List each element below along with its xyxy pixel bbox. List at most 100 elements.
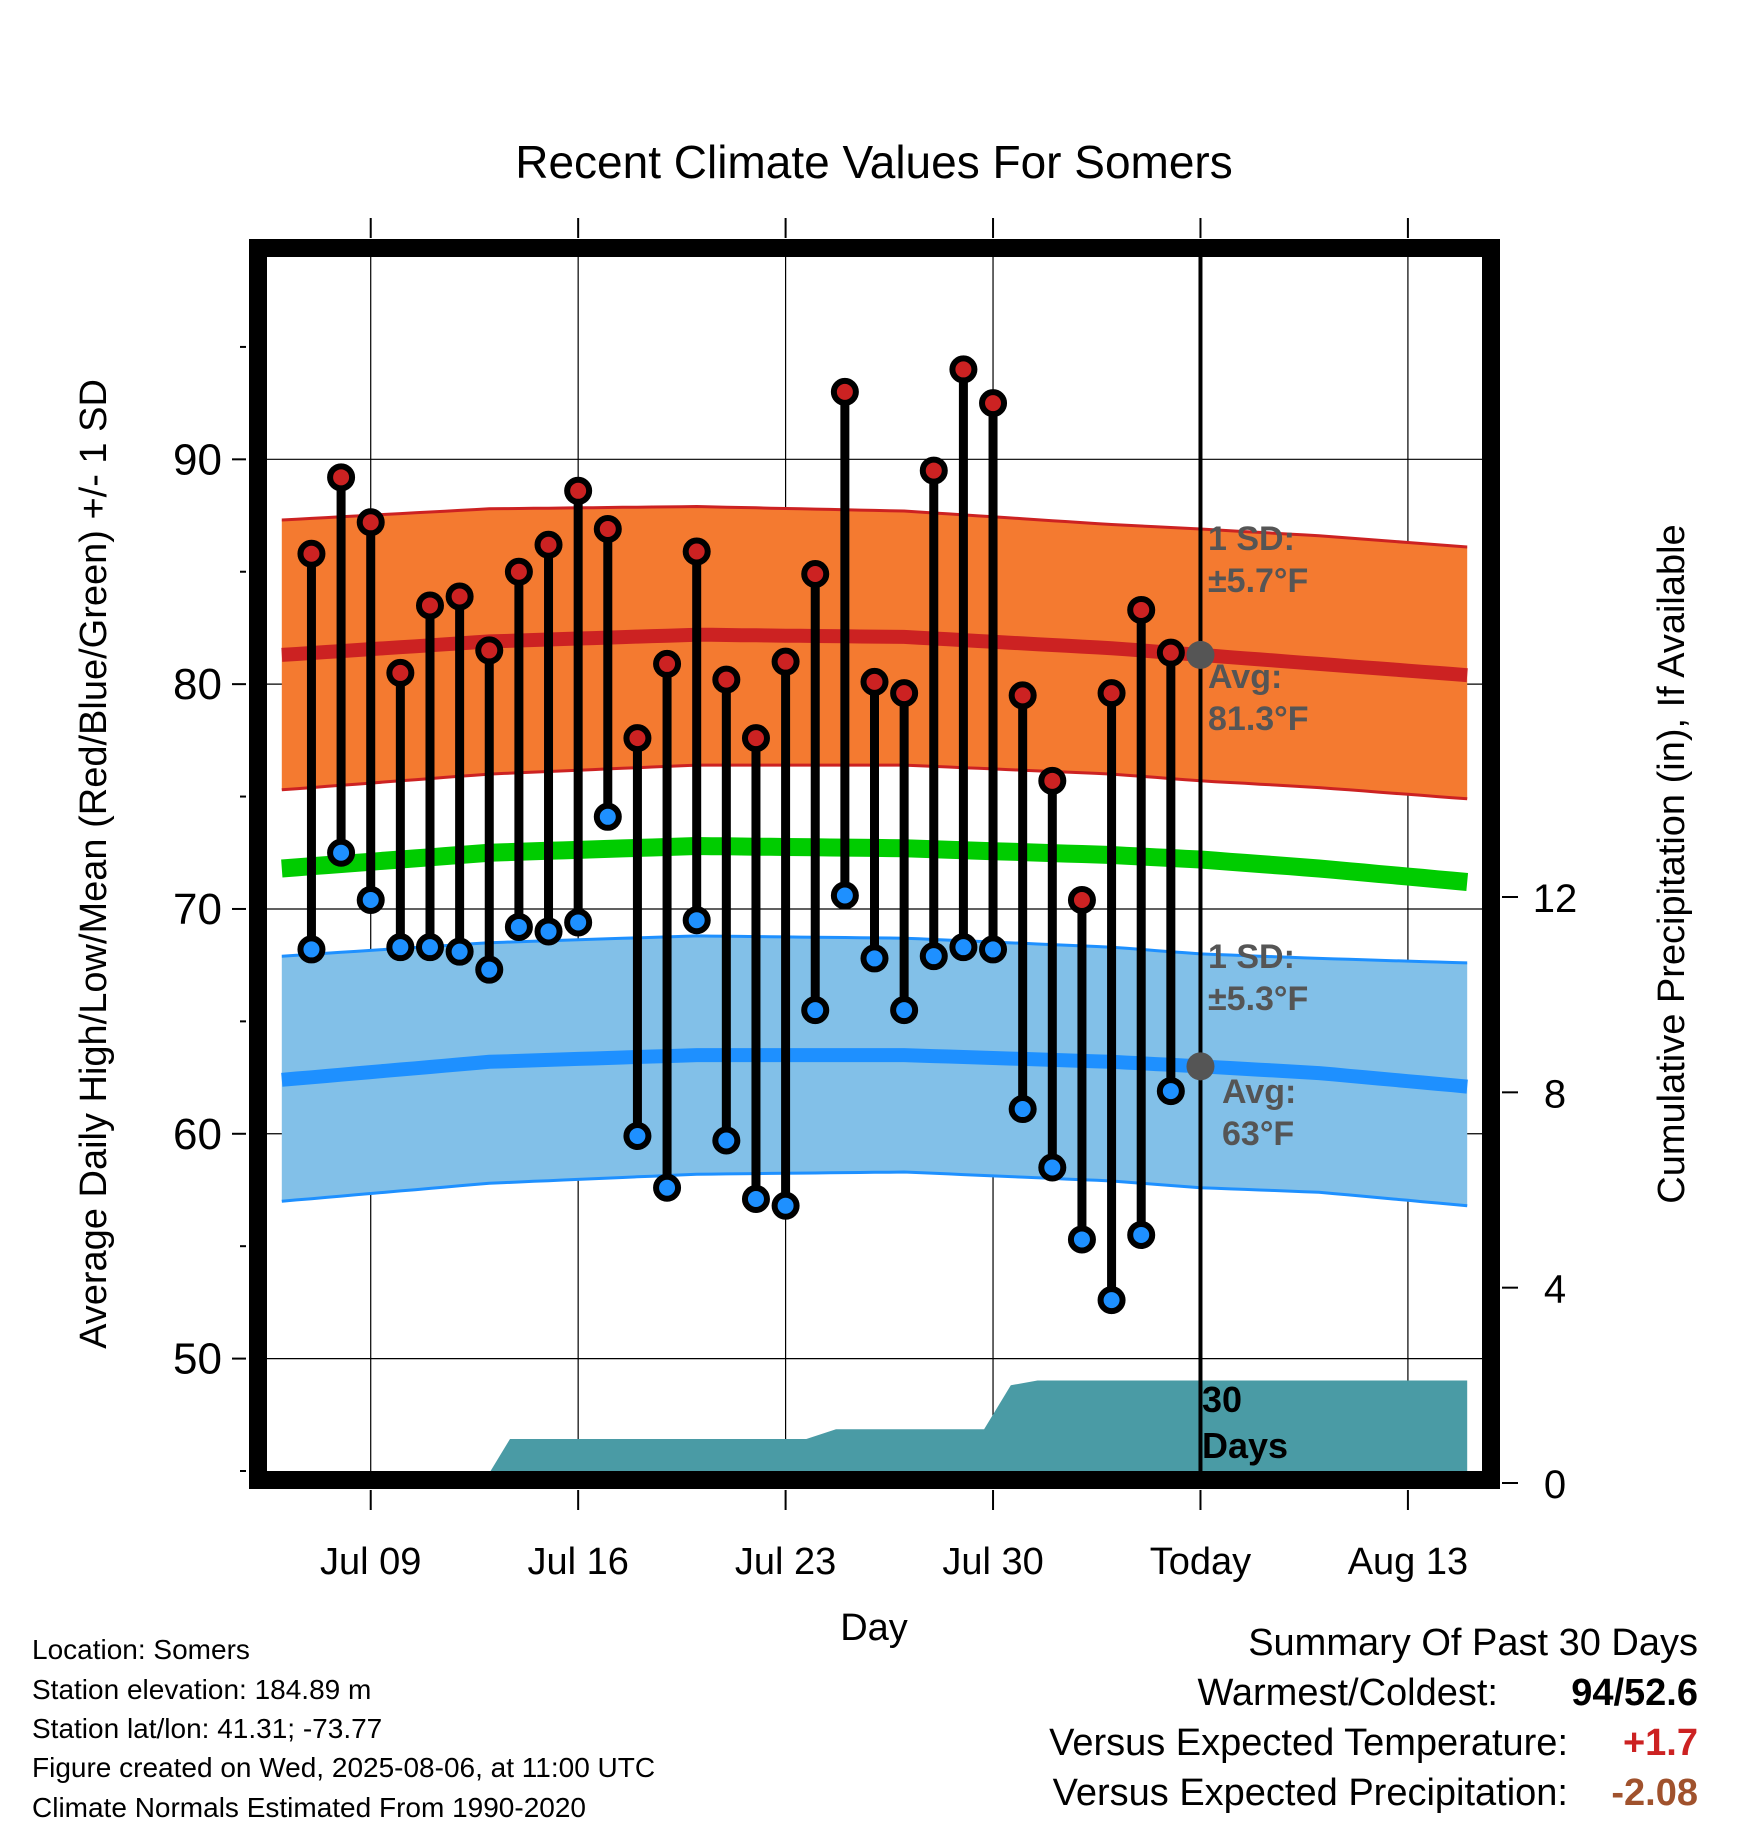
daily-low-point	[919, 942, 948, 971]
daily-low-point	[682, 906, 711, 935]
today-marker	[1186, 257, 1215, 1471]
annotation-high-sd-line: ±5.7°F	[1208, 562, 1308, 600]
daily-low-point	[504, 912, 533, 941]
y-tick-label: 90	[173, 435, 222, 484]
summary-precip-label: Versus Expected Precipitation:	[1052, 1772, 1568, 1814]
daily-low-point	[979, 935, 1008, 964]
daily-low-point	[327, 838, 356, 867]
daily-low-point	[1008, 1095, 1037, 1124]
x-tick-label: Jul 09	[320, 1541, 421, 1583]
chart-title: Recent Climate Values For Somers	[515, 136, 1233, 188]
today-high-avg-dot	[1186, 640, 1215, 669]
daily-high-point	[801, 559, 830, 588]
daily-low-point	[1097, 1286, 1126, 1315]
daily-low-point	[1067, 1225, 1096, 1254]
daily-low-point	[860, 944, 889, 973]
daily-high-point	[919, 456, 948, 485]
summary-warmest-coldest-value: 94/52.6	[1571, 1672, 1698, 1715]
daily-high-point	[741, 724, 770, 753]
annotation-precip-days-line: Days	[1202, 1425, 1288, 1466]
daily-high-point	[771, 647, 800, 676]
daily-low-point	[534, 917, 563, 946]
daily-high-point	[1067, 885, 1096, 914]
daily-low-point	[771, 1191, 800, 1220]
summary-warmest: 94	[1571, 1672, 1614, 1714]
y-tick-label: 70	[173, 885, 222, 934]
y-tick-label: 80	[173, 660, 222, 709]
x-tick-label: Jul 16	[527, 1541, 628, 1583]
daily-high-point	[475, 636, 504, 665]
daily-high-point	[504, 557, 533, 586]
daily-low-point	[475, 955, 504, 984]
daily-high-point	[415, 591, 444, 620]
y2-tick-label: 8	[1544, 1072, 1566, 1116]
daily-high-point	[1038, 766, 1067, 795]
annotation-low-sd-line: ±5.3°F	[1208, 980, 1308, 1018]
daily-low-point	[712, 1126, 741, 1155]
summary-coldest: 52.6	[1624, 1672, 1698, 1714]
daily-high-point	[445, 582, 474, 611]
daily-low-point	[356, 885, 385, 914]
annotation-high-avg: Avg: 81.3°F	[1208, 658, 1309, 738]
summary-title: Summary Of Past 30 Days	[1248, 1622, 1698, 1664]
daily-high-point	[979, 389, 1008, 418]
axes: 50 60 70 80 90 0 4 8 12 Jul 09 Jul 16 Jul 23 Jul 30 T…	[173, 218, 1577, 1583]
summary-slash: /	[1613, 1672, 1625, 1714]
daily-low-point	[593, 802, 622, 831]
daily-low-point	[564, 908, 593, 937]
annotation-low-sd-line: 1 SD:	[1208, 938, 1295, 976]
plot-frame	[249, 239, 1500, 1489]
daily-high-point	[593, 515, 622, 544]
daily-high-point	[890, 679, 919, 708]
daily-low-point	[653, 1173, 682, 1202]
daily-low-point	[801, 996, 830, 1025]
annotation-high-sd: 1 SD: ±5.7°F	[1208, 520, 1308, 600]
daily-low-point	[1156, 1077, 1185, 1106]
daily-high-point	[653, 649, 682, 678]
daily-low-point	[741, 1184, 770, 1213]
daily-high-point	[386, 658, 415, 687]
summary-temp-label: Versus Expected Temperature:	[1049, 1722, 1568, 1764]
daily-low-point	[445, 937, 474, 966]
footer-created: Figure created on Wed, 2025-08-06, at 11…	[32, 1752, 656, 1783]
precip-area	[281, 1380, 1468, 1483]
annotation-high-avg-line: 81.3°F	[1208, 700, 1309, 738]
daily-high-point	[1127, 595, 1156, 624]
annotation-low-avg-line: Avg:	[1222, 1073, 1296, 1111]
daily-low-point	[1127, 1220, 1156, 1249]
x-tick-label: Jul 23	[735, 1541, 836, 1583]
daily-high-point	[682, 537, 711, 566]
x-tick-label: Aug 13	[1348, 1541, 1468, 1583]
x-tick-label: Jul 30	[942, 1541, 1043, 1583]
normal-high-upper-line	[281, 504, 1468, 549]
annotation-high-sd-line: 1 SD:	[1208, 520, 1295, 558]
annotation-low-sd: 1 SD: ±5.3°F	[1208, 938, 1308, 1018]
daily-low-point	[386, 933, 415, 962]
daily-high-point	[949, 355, 978, 384]
daily-points	[297, 355, 1185, 1315]
daily-low-point	[297, 935, 326, 964]
daily-low-point	[830, 881, 859, 910]
annotation-low-avg-line: 63°F	[1222, 1115, 1294, 1153]
daily-high-point	[297, 539, 326, 568]
daily-high-point	[327, 463, 356, 492]
daily-low-point	[949, 933, 978, 962]
y2-tick-label: 0	[1544, 1463, 1566, 1507]
today-low-avg-dot	[1186, 1052, 1215, 1081]
y-tick-label: 60	[173, 1110, 222, 1159]
footer-elevation: Station elevation: 184.89 m	[32, 1674, 372, 1705]
daily-low-point	[623, 1122, 652, 1151]
daily-high-point	[1156, 638, 1185, 667]
daily-range-stems	[306, 369, 1176, 1301]
annotation-high-avg-line: Avg:	[1208, 658, 1282, 696]
daily-high-point	[830, 377, 859, 406]
normal-low-lower-line	[281, 1170, 1468, 1208]
y2-tick-label: 4	[1544, 1268, 1566, 1312]
summary-precip-value: -2.08	[1611, 1772, 1698, 1814]
y2-axis-label: Cumulative Precipitation (in), If Availa…	[1651, 524, 1693, 1203]
daily-high-point	[1097, 679, 1126, 708]
annotation-precip-days: 30 Days	[1202, 1379, 1288, 1466]
footer-normals: Climate Normals Estimated From 1990-2020	[32, 1792, 586, 1823]
daily-low-point	[415, 933, 444, 962]
precipitation-area	[281, 1380, 1468, 1483]
